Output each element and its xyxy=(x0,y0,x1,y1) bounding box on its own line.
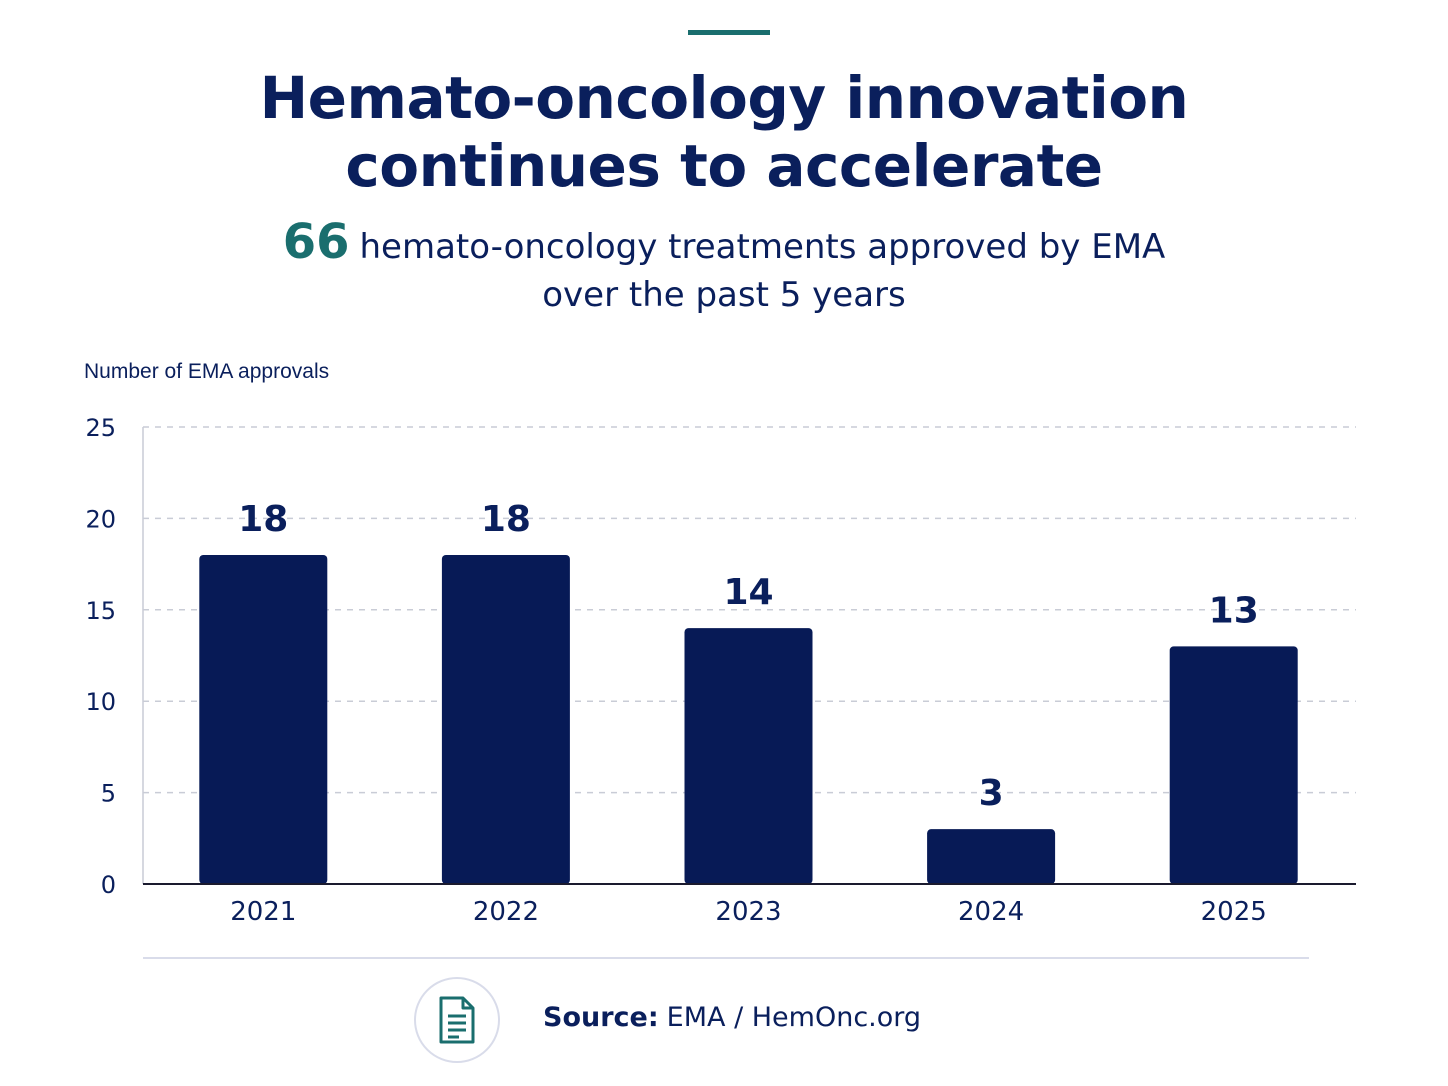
highlight-number: 66 xyxy=(282,214,350,270)
subtitle-line-2: over the past 5 years xyxy=(542,275,906,315)
source-note: Source: EMA / HemOnc.org xyxy=(543,1002,921,1033)
grid-layer xyxy=(143,426,1356,794)
y-tick-label-25: 25 xyxy=(85,414,116,442)
x-tick-label-2025: 2025 xyxy=(1201,897,1267,927)
y-tick-label-15: 15 xyxy=(85,597,116,625)
subtitle-text-1: hemato-oncology treatments approved by E… xyxy=(359,227,1166,267)
subtitle: 66 hemato-oncology treatments approved by… xyxy=(0,218,1448,319)
title-line-2: continues to accelerate xyxy=(345,132,1103,200)
data-label-2021: 18 xyxy=(238,499,288,540)
x-tick-layer: 2021 2022 2023 2024 2025 xyxy=(230,897,1267,927)
y-tick-label-5: 5 xyxy=(101,780,116,808)
source-label: Source: xyxy=(543,1002,659,1033)
data-label-2024: 3 xyxy=(979,773,1004,814)
data-label-2025: 13 xyxy=(1209,590,1259,631)
x-tick-label-2023: 2023 xyxy=(715,897,781,927)
y-tick-label-0: 0 xyxy=(101,871,116,899)
y-tick-label-10: 10 xyxy=(85,688,116,716)
document-icon xyxy=(414,977,500,1063)
page-title: Hemato-oncology innovation continues to … xyxy=(0,64,1448,200)
x-tick-label-2021: 2021 xyxy=(230,897,296,927)
subtitle-line-1: 66 hemato-oncology treatments approved by… xyxy=(0,218,1448,271)
footer-divider xyxy=(143,957,1309,959)
x-tick-label-2022: 2022 xyxy=(473,897,539,927)
y-axis-label: Number of EMA approvals xyxy=(84,360,330,383)
bar-2022 xyxy=(441,554,570,884)
y-tick-label-20: 20 xyxy=(85,505,116,533)
bar-layer xyxy=(199,554,1298,884)
y-tick-layer: 0 5 10 15 20 25 xyxy=(85,414,116,899)
source-text: EMA / HemOnc.org xyxy=(666,1002,922,1033)
bar-2023 xyxy=(684,628,813,884)
data-label-layer: 18 18 14 3 13 xyxy=(238,499,1259,814)
bar-2025 xyxy=(1169,646,1298,884)
data-label-2022: 18 xyxy=(481,499,531,540)
title-line-1: Hemato-oncology innovation xyxy=(259,64,1189,132)
x-tick-label-2024: 2024 xyxy=(958,897,1024,927)
accent-line xyxy=(688,30,770,35)
bar-2024 xyxy=(927,829,1056,884)
data-label-2023: 14 xyxy=(723,572,773,613)
bar-2021 xyxy=(199,554,328,884)
